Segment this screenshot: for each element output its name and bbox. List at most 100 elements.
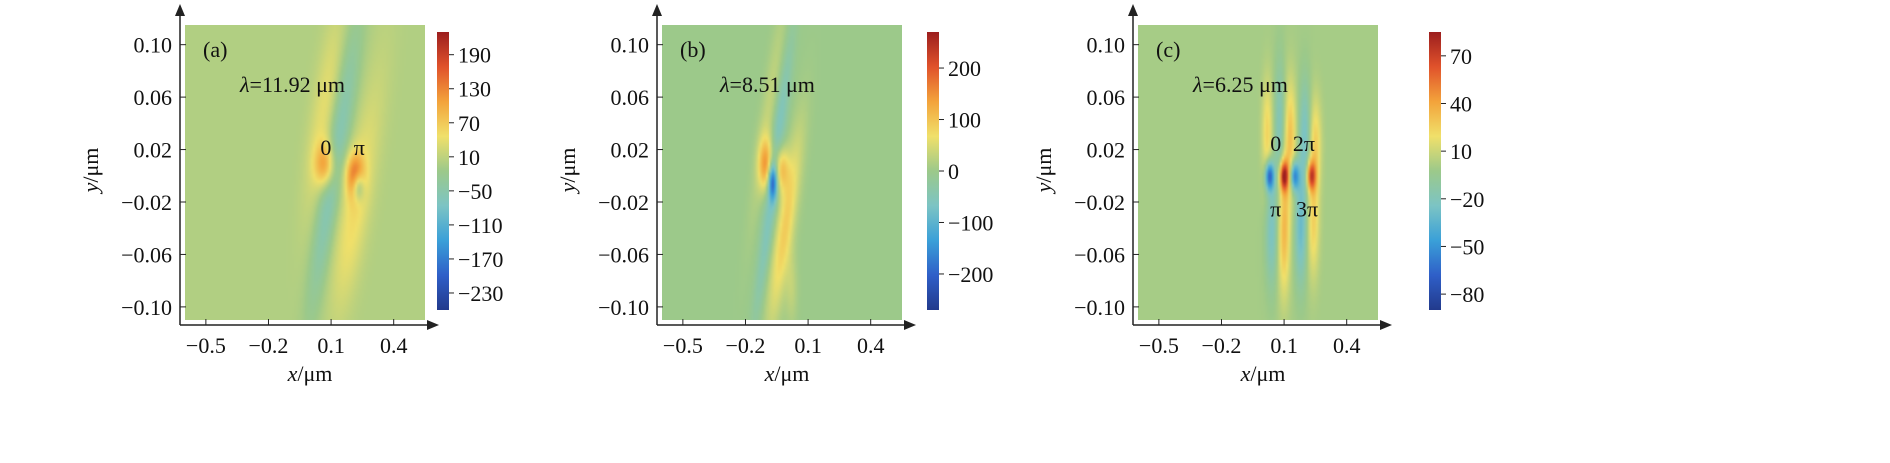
- phase-label: 3π: [1296, 197, 1318, 222]
- wavelength-annotation: λ=11.92 μm: [239, 72, 345, 97]
- x-tick-label: −0.2: [726, 333, 766, 358]
- lambda-symbol: λ: [1192, 72, 1203, 97]
- x-tick-label: 0.4: [1333, 333, 1361, 358]
- panel-a: 0.10 0.06 0.02 −0.02 −0.06 −0.10 −0.5 −0.2 0.1 0.…: [78, 4, 503, 386]
- colorbar: [437, 32, 449, 310]
- phase-label: 0: [1270, 131, 1281, 156]
- x-axis-var: x: [1240, 361, 1251, 386]
- colorbar-tick-label: −50: [1450, 234, 1484, 259]
- x-axis-label: x/μm: [287, 361, 333, 386]
- y-tick-label: 0.10: [611, 33, 650, 58]
- x-tick-label: 0.4: [380, 333, 408, 358]
- y-tick-label: 0.02: [134, 138, 173, 163]
- colorbar: [927, 32, 939, 310]
- y-tick-label: 0.02: [611, 138, 650, 163]
- x-tick-label: −0.5: [1139, 333, 1179, 358]
- heatmap-field: [1138, 25, 1378, 320]
- lambda-symbol: λ: [239, 72, 250, 97]
- y-tick-label: 0.06: [611, 85, 650, 110]
- colorbar-tick-label: −230: [458, 281, 503, 306]
- phase-label: π: [354, 135, 365, 160]
- colorbar-tick-label: 100: [948, 108, 981, 133]
- y-axis-var: y: [78, 182, 103, 194]
- x-tick-label: −0.5: [663, 333, 703, 358]
- y-tick-label: −0.10: [1074, 295, 1125, 320]
- x-axis-unit: /μm: [297, 361, 332, 386]
- colorbar-tick-label: −170: [458, 247, 503, 272]
- y-tick-label: 0.06: [134, 85, 173, 110]
- heatmap-field: [662, 25, 902, 320]
- phase-label: π: [1270, 197, 1281, 222]
- colorbar-tick-label: −20: [1450, 187, 1484, 212]
- heatmap-field: [185, 25, 425, 320]
- colorbar-tick-label: −80: [1450, 282, 1484, 307]
- wavelength-annotation: λ=8.51 μm: [719, 72, 815, 97]
- panel-label: (b): [680, 37, 706, 62]
- colorbar-tick-label: −200: [948, 262, 993, 287]
- panel-label: (a): [203, 37, 227, 62]
- y-axis-var: y: [1031, 182, 1056, 194]
- y-tick-label: −0.02: [598, 190, 649, 215]
- y-tick-label: −0.06: [598, 242, 649, 267]
- colorbar-tick-label: −110: [458, 213, 503, 238]
- colorbar-tick-label: 190: [458, 43, 491, 68]
- x-axis-var: x: [764, 361, 775, 386]
- y-axis-label: y/μm: [1031, 148, 1056, 195]
- y-axis-label: y/μm: [555, 148, 580, 195]
- wavelength-value: =8.51 μm: [730, 72, 815, 97]
- x-axis-arrow: [1380, 320, 1392, 330]
- x-tick-label: 0.1: [1270, 333, 1298, 358]
- colorbar-tick-label: 0: [948, 159, 959, 184]
- colorbar-tick-label: 200: [948, 56, 981, 81]
- colorbar: [1429, 32, 1441, 310]
- x-axis-arrow: [427, 320, 439, 330]
- y-tick-label: −0.02: [121, 190, 172, 215]
- phase-label: 0: [320, 135, 331, 160]
- y-axis-unit: /μm: [555, 148, 580, 183]
- x-tick-label: 0.1: [317, 333, 345, 358]
- colorbar-tick-label: −50: [458, 179, 492, 204]
- y-tick-label: −0.06: [1074, 242, 1125, 267]
- x-axis-arrow: [904, 320, 916, 330]
- x-tick-label: −0.5: [186, 333, 226, 358]
- panel-b: 0.10 0.06 0.02 −0.02 −0.06 −0.10 −0.5 −0.2 0.1 0.…: [555, 4, 993, 386]
- phase-label: 2π: [1293, 131, 1315, 156]
- y-axis-arrow: [175, 4, 185, 16]
- y-tick-label: −0.02: [1074, 190, 1125, 215]
- y-tick-label: −0.10: [598, 295, 649, 320]
- x-tick-label: −0.2: [1202, 333, 1242, 358]
- colorbar-tick-label: 130: [458, 77, 491, 102]
- colorbar-tick-label: −100: [948, 210, 993, 235]
- y-tick-label: −0.06: [121, 242, 172, 267]
- y-tick-label: 0.10: [134, 33, 173, 58]
- panel-c: 0.10 0.06 0.02 −0.02 −0.06 −0.10 −0.5 −0.2 0.1 0.…: [1031, 4, 1484, 386]
- y-axis-arrow: [1128, 4, 1138, 16]
- x-tick-label: 0.4: [857, 333, 885, 358]
- y-axis-unit: /μm: [78, 148, 103, 183]
- y-tick-label: −0.10: [121, 295, 172, 320]
- y-axis-arrow: [652, 4, 662, 16]
- lambda-symbol: λ: [719, 72, 730, 97]
- x-axis-label: x/μm: [764, 361, 810, 386]
- colorbar-tick-label: 10: [458, 145, 480, 170]
- wavelength-value: =6.25 μm: [1203, 72, 1288, 97]
- y-tick-label: 0.06: [1087, 85, 1126, 110]
- y-axis-var: y: [555, 182, 580, 194]
- colorbar-tick-label: 70: [458, 111, 480, 136]
- colorbar-tick-label: 40: [1450, 91, 1472, 116]
- x-axis-unit: /μm: [1250, 361, 1285, 386]
- x-axis-var: x: [287, 361, 298, 386]
- y-axis-unit: /μm: [1031, 148, 1056, 183]
- panel-label: (c): [1156, 37, 1180, 62]
- x-tick-label: 0.1: [794, 333, 822, 358]
- y-tick-label: 0.02: [1087, 138, 1126, 163]
- x-axis-unit: /μm: [774, 361, 809, 386]
- x-axis-label: x/μm: [1240, 361, 1286, 386]
- y-tick-label: 0.10: [1087, 33, 1126, 58]
- wavelength-annotation: λ=6.25 μm: [1192, 72, 1288, 97]
- y-axis-label: y/μm: [78, 148, 103, 195]
- wavelength-value: =11.92 μm: [250, 72, 346, 97]
- colorbar-tick-label: 70: [1450, 44, 1472, 69]
- x-tick-label: −0.2: [249, 333, 289, 358]
